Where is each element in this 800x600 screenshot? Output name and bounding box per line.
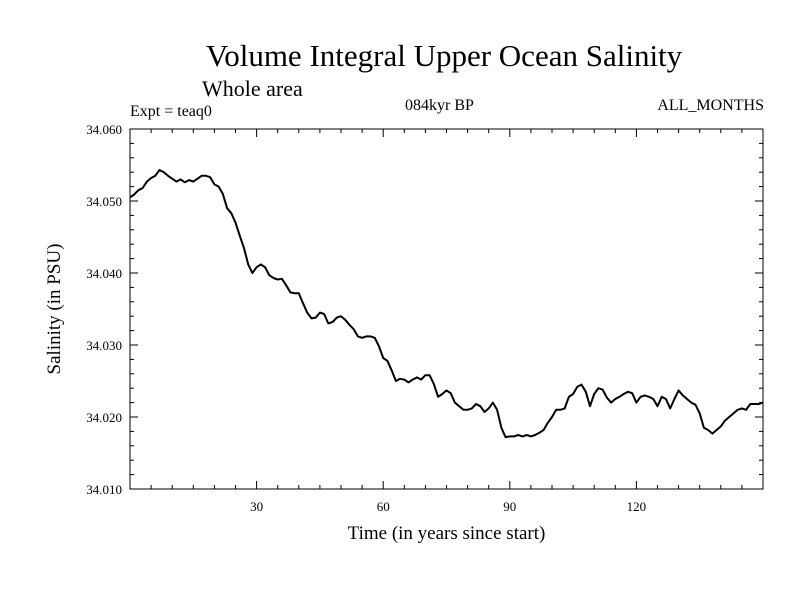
salinity-series-line (129, 169, 764, 439)
major-ticks (130, 129, 763, 489)
months-label: ALL_MONTHS (657, 97, 764, 114)
x-tick-labels: 30 60 90 120 (250, 499, 646, 514)
plot-frame (129, 128, 764, 490)
y-tick-labels: 34.010 34.020 34.030 34.040 34.050 34.060 (86, 122, 122, 497)
chart-title: Volume Integral Upper Ocean Salinity (205, 38, 683, 73)
y-tick-label: 34.040 (86, 266, 122, 281)
x-tick-label: 90 (503, 499, 516, 514)
experiment-label: Expt = teaq0 (130, 103, 212, 120)
x-tick-label: 30 (250, 499, 263, 514)
minor-ticks (130, 129, 763, 489)
period-label: 084kyr BP (405, 97, 474, 114)
y-tick-label: 34.010 (86, 482, 122, 497)
chart-subtitle: Whole area (202, 76, 303, 101)
y-tick-label: 34.020 (86, 410, 122, 425)
y-tick-label: 34.050 (86, 194, 122, 209)
x-tick-label: 60 (377, 499, 390, 514)
x-axis-label: Time (in years since start) (348, 523, 546, 544)
x-tick-label: 120 (627, 499, 647, 514)
y-tick-label: 34.030 (86, 338, 122, 353)
y-axis-label: Salinity (in PSU) (44, 244, 65, 375)
y-tick-label: 34.060 (86, 122, 122, 137)
